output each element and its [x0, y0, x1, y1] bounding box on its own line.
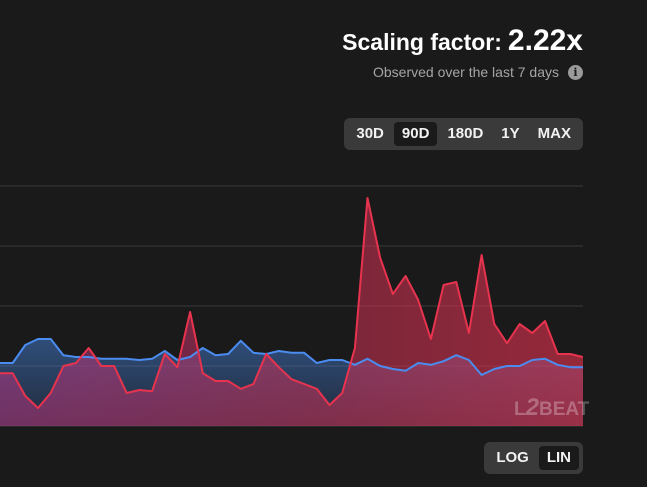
chart-areas: [0, 198, 583, 426]
header: Scaling factor: 2.22x Observed over the l…: [342, 24, 583, 80]
scaling-factor-label: Scaling factor:: [342, 29, 502, 55]
info-icon[interactable]: i: [568, 64, 583, 80]
chart-lines: [0, 197, 583, 409]
observation-period-text: Observed over the last 7 days: [373, 64, 559, 80]
watermark-beat: BEAT: [538, 399, 590, 420]
observation-period: Observed over the last 7 days i: [342, 64, 583, 80]
scale-option-log[interactable]: LOG: [496, 449, 529, 466]
l2beat-watermark: L2BEAT: [514, 394, 589, 422]
scale-option-lin[interactable]: LIN: [538, 446, 579, 470]
range-option-90d[interactable]: 90D: [393, 122, 438, 146]
range-option-1y[interactable]: 1Y: [501, 125, 520, 142]
scale-selector: LOG LIN: [484, 442, 583, 474]
scaling-factor-value: 2.22x: [507, 24, 583, 57]
scaling-chart: [0, 185, 583, 427]
range-option-max[interactable]: MAX: [537, 125, 571, 142]
series-area-1: [0, 198, 583, 426]
watermark-2: 2: [525, 394, 539, 421]
scaling-factor: Scaling factor: 2.22x: [342, 24, 583, 59]
series-line-1: [0, 197, 583, 409]
time-range-selector: 30D 90D 180D 1Y MAX: [344, 118, 583, 150]
watermark-l: L: [514, 399, 526, 420]
series-line-0: [0, 338, 583, 376]
range-option-30d[interactable]: 30D: [356, 125, 384, 142]
range-option-180d[interactable]: 180D: [447, 125, 484, 142]
